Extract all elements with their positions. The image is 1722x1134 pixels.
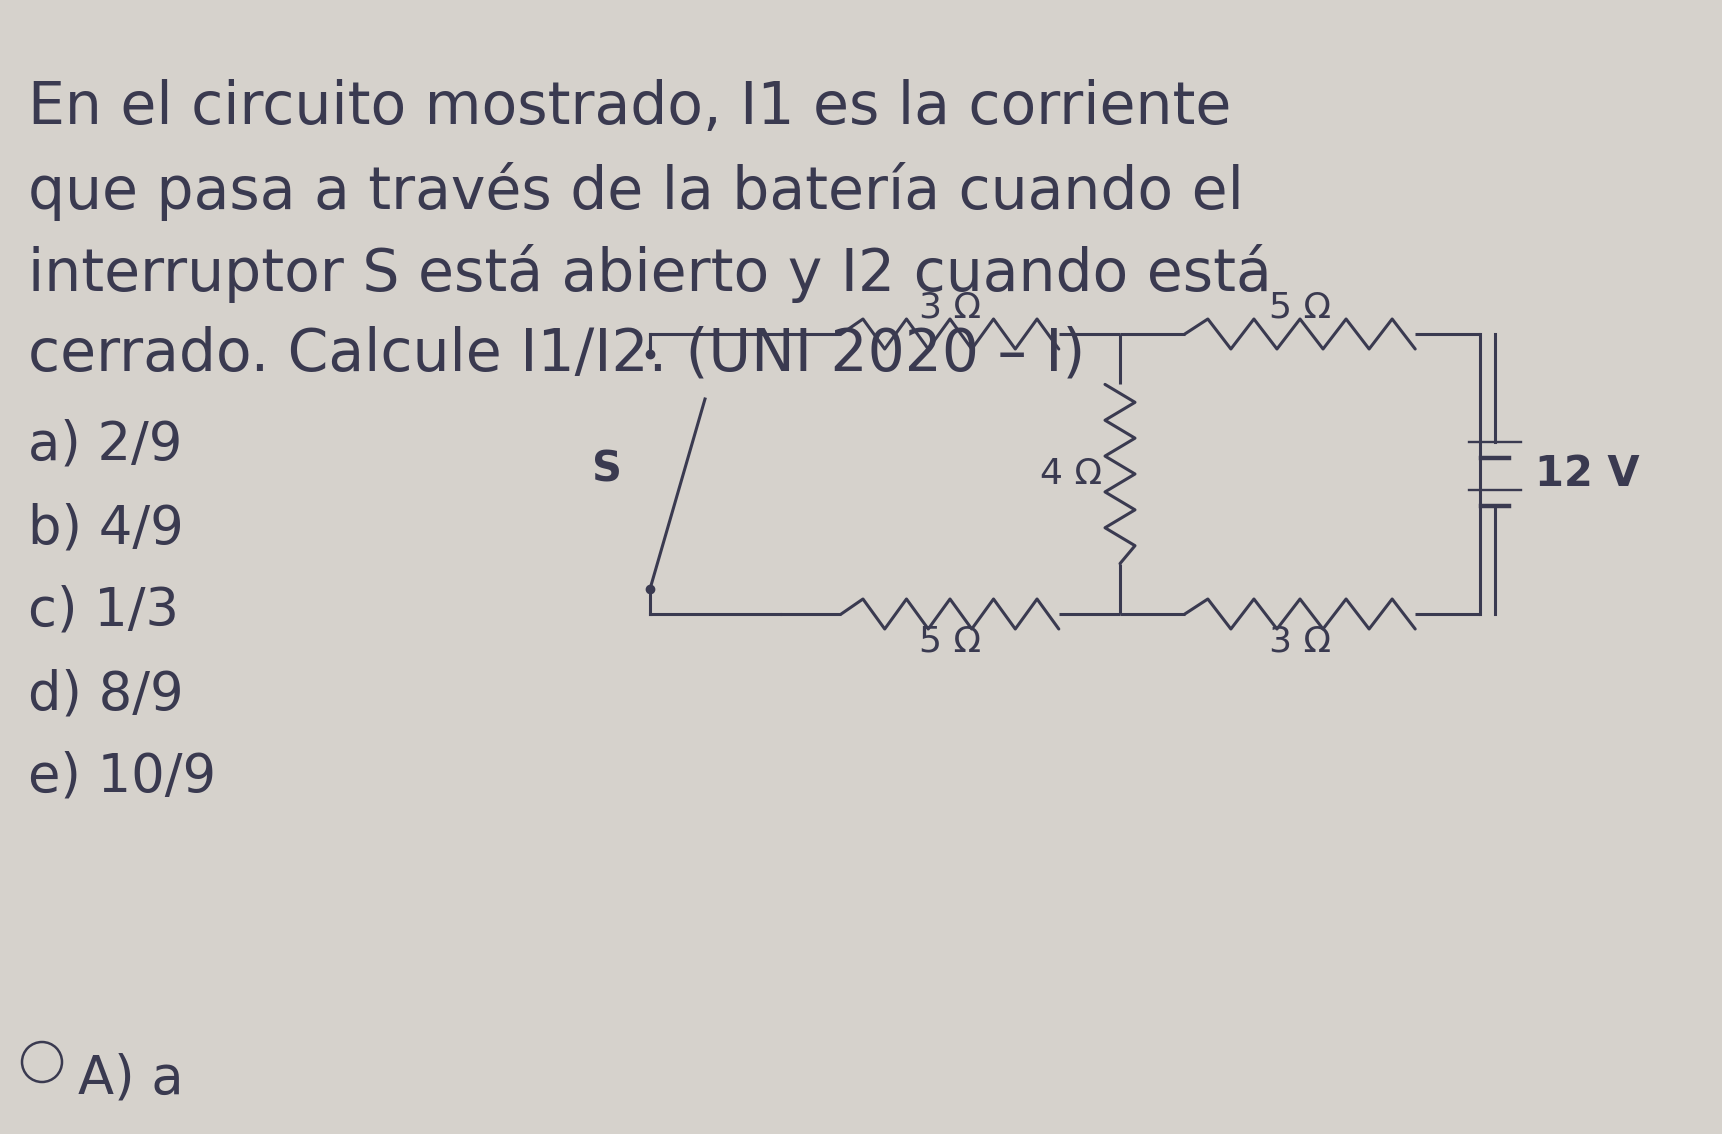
Text: interruptor S está abierto y I2 cuando está: interruptor S está abierto y I2 cuando e…: [28, 244, 1273, 303]
Text: En el circuito mostrado, I1 es la corriente: En el circuito mostrado, I1 es la corrie…: [28, 79, 1231, 136]
Text: 4 Ω: 4 Ω: [1040, 457, 1102, 491]
Text: 3 Ω: 3 Ω: [920, 290, 982, 324]
Text: d) 8/9: d) 8/9: [28, 668, 184, 720]
Text: 5 Ω: 5 Ω: [920, 624, 982, 658]
Text: c) 1/3: c) 1/3: [28, 585, 179, 637]
Text: S: S: [592, 448, 622, 490]
Text: b) 4/9: b) 4/9: [28, 502, 184, 555]
Text: A) a: A) a: [77, 1052, 184, 1105]
Text: 5 Ω: 5 Ω: [1269, 290, 1331, 324]
Text: e) 10/9: e) 10/9: [28, 751, 217, 803]
Text: cerrado. Calcule I1/I2. (UNI 2020 – I): cerrado. Calcule I1/I2. (UNI 2020 – I): [28, 325, 1085, 383]
Text: 12 V: 12 V: [1534, 452, 1639, 496]
Text: que pasa a través de la batería cuando el: que pasa a través de la batería cuando e…: [28, 162, 1243, 221]
Text: 3 Ω: 3 Ω: [1269, 624, 1331, 658]
Text: a) 2/9: a) 2/9: [28, 418, 183, 471]
